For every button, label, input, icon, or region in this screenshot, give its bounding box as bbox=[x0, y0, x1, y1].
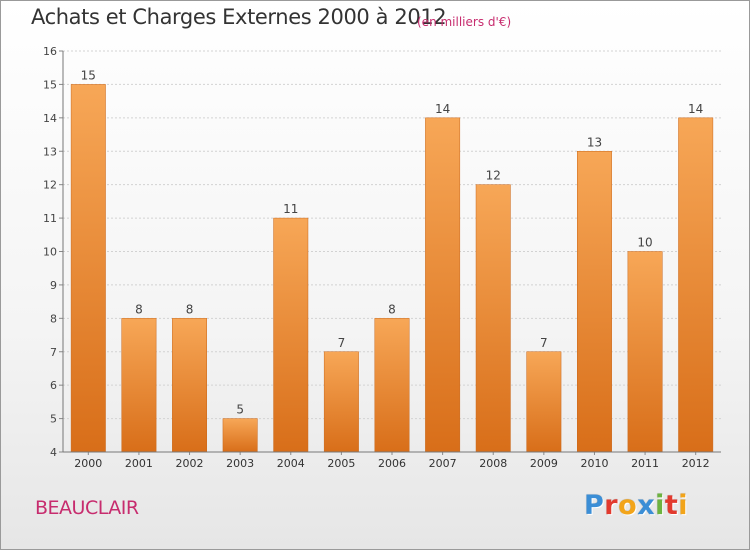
bar bbox=[475, 184, 511, 453]
bar-value-label: 14 bbox=[435, 102, 450, 116]
x-tick-label: 2010 bbox=[580, 457, 608, 470]
y-tick-label: 6 bbox=[50, 379, 57, 392]
bar-value-label: 13 bbox=[587, 135, 602, 149]
x-tick-label: 2012 bbox=[682, 457, 710, 470]
logo-letter: r bbox=[604, 490, 619, 521]
y-tick-label: 15 bbox=[43, 78, 57, 91]
logo-letter: P bbox=[584, 490, 605, 521]
chart-subtitle: (en milliers d'€) bbox=[417, 15, 512, 29]
y-tick-label: 16 bbox=[43, 45, 57, 58]
x-tick-label: 2011 bbox=[631, 457, 659, 470]
bar-value-label: 7 bbox=[540, 336, 548, 350]
bar bbox=[121, 318, 157, 453]
bar bbox=[323, 351, 359, 453]
bar bbox=[70, 84, 106, 453]
x-tick-label: 2004 bbox=[277, 457, 305, 470]
x-tick-label: 2003 bbox=[226, 457, 254, 470]
bar bbox=[273, 217, 309, 453]
bar bbox=[222, 418, 258, 453]
bar-value-label: 11 bbox=[283, 202, 298, 216]
bar-value-label: 15 bbox=[81, 68, 96, 82]
bars bbox=[70, 84, 714, 453]
y-tick-label: 8 bbox=[50, 312, 57, 325]
bar-value-label: 7 bbox=[338, 336, 346, 350]
x-tick-label: 2005 bbox=[327, 457, 355, 470]
bar bbox=[526, 351, 562, 453]
y-tick-label: 11 bbox=[43, 212, 57, 225]
bar-value-label: 8 bbox=[186, 302, 194, 316]
x-tick-label: 2006 bbox=[378, 457, 406, 470]
x-tick-label: 2001 bbox=[125, 457, 153, 470]
bar bbox=[678, 117, 714, 453]
logo-letter: o bbox=[618, 490, 638, 521]
y-tick-label: 9 bbox=[50, 279, 57, 292]
logo-letter: t bbox=[664, 490, 679, 521]
y-tick-label: 7 bbox=[50, 346, 57, 359]
y-tick-label: 10 bbox=[43, 246, 57, 259]
x-tick-label: 2009 bbox=[530, 457, 558, 470]
axes bbox=[59, 50, 721, 455]
bar-value-label: 8 bbox=[135, 302, 143, 316]
bar bbox=[577, 151, 612, 453]
bar-value-label: 5 bbox=[236, 403, 244, 417]
bar bbox=[374, 318, 410, 453]
bar bbox=[425, 117, 461, 453]
y-tick-label: 12 bbox=[43, 179, 57, 192]
bar-value-label: 8 bbox=[388, 302, 396, 316]
logo-letter: x bbox=[637, 490, 656, 521]
x-tick-label: 2008 bbox=[479, 457, 507, 470]
x-tick-label: 2002 bbox=[176, 457, 204, 470]
place-name: BEAUCLAIR bbox=[35, 497, 139, 519]
x-tick-label: 2007 bbox=[429, 457, 457, 470]
bar-value-label: 10 bbox=[637, 236, 652, 250]
proxiti-logo: Proxiti bbox=[584, 490, 688, 521]
y-tick-label: 4 bbox=[50, 446, 57, 459]
logo-letter: i bbox=[678, 490, 689, 521]
logo-letter: i bbox=[655, 490, 665, 521]
labels: 4 5 6 7 8 9 10 11 12 13 14 15 16 15 2000 8 2001 8 2002 5 200… bbox=[43, 45, 710, 470]
chart-title: Achats et Charges Externes 2000 à 2012 bbox=[31, 5, 447, 29]
bar bbox=[172, 318, 207, 453]
x-tick-label: 2000 bbox=[74, 457, 102, 470]
y-tick-label: 13 bbox=[43, 145, 57, 158]
bar-value-label: 14 bbox=[688, 102, 703, 116]
bar-value-label: 12 bbox=[486, 169, 501, 183]
y-tick-label: 5 bbox=[50, 413, 57, 426]
y-tick-label: 14 bbox=[43, 112, 57, 125]
bar bbox=[627, 251, 663, 453]
